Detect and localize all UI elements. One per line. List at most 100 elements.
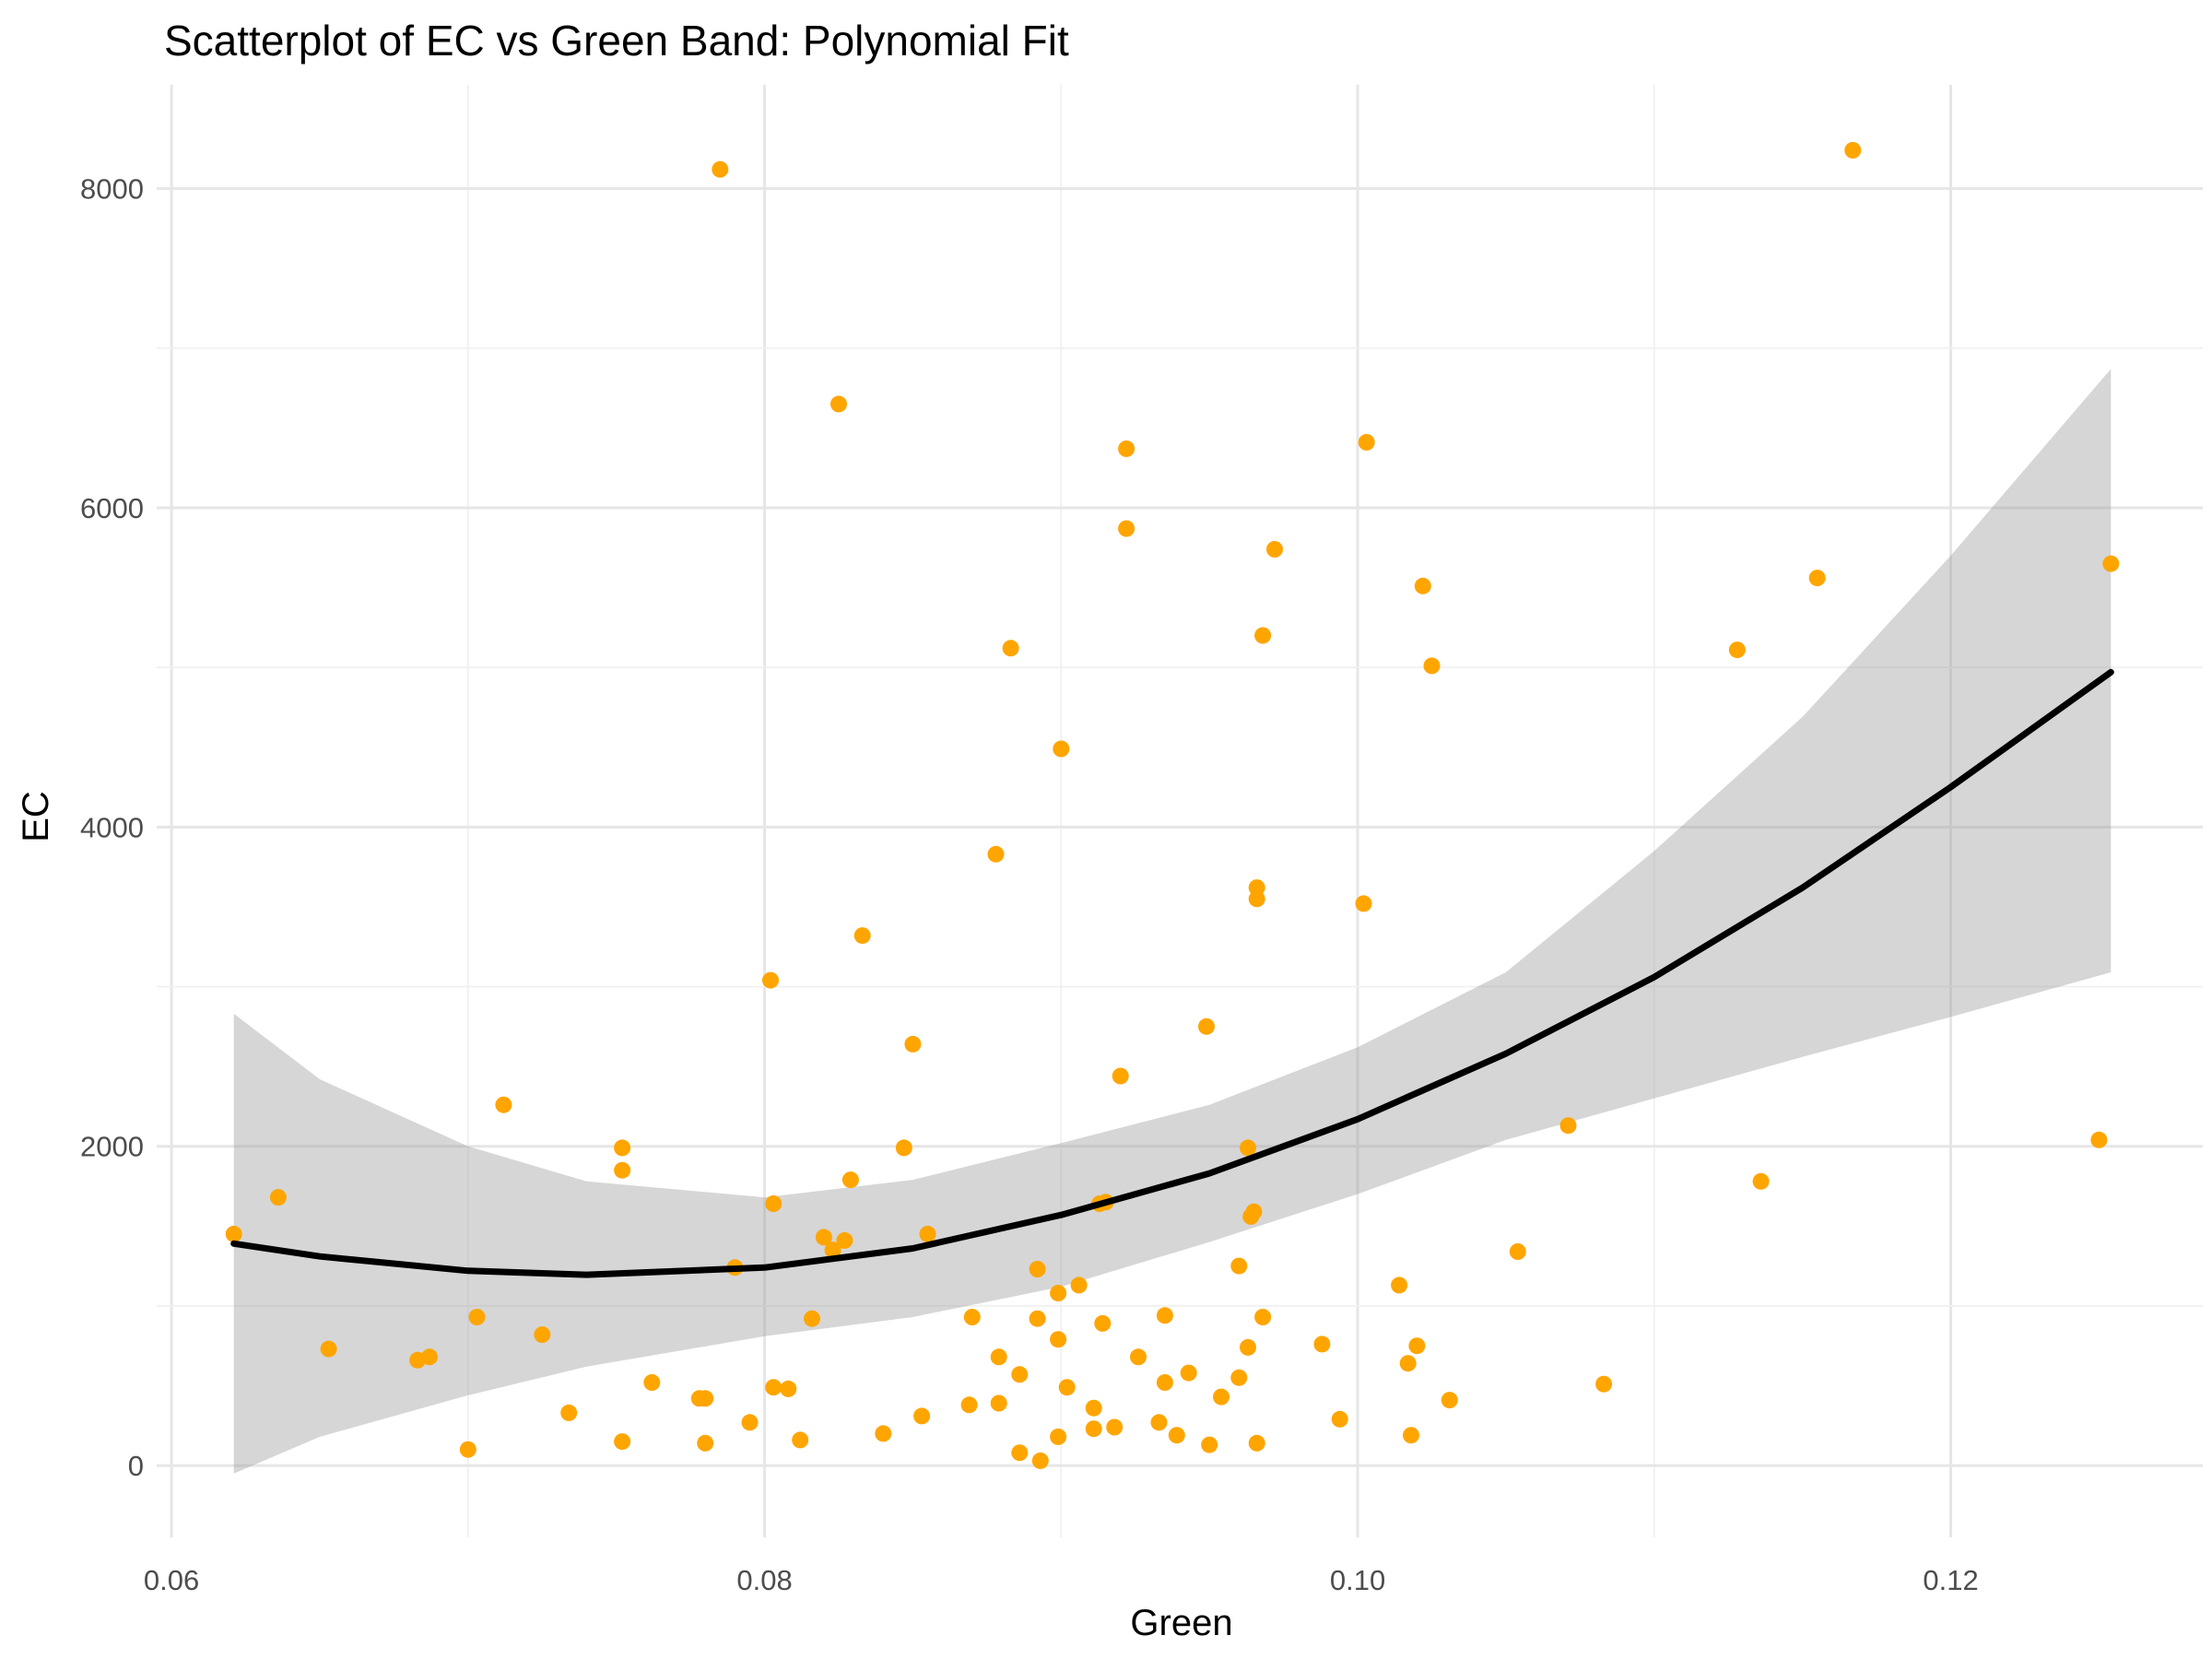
data-point: [765, 1195, 782, 1212]
data-point: [1118, 520, 1135, 537]
y-tick-label: 2000: [80, 1131, 144, 1163]
data-point: [697, 1434, 714, 1452]
data-point: [1403, 1427, 1419, 1444]
data-point: [1156, 1307, 1173, 1324]
data-point: [614, 1433, 631, 1451]
data-point: [836, 1231, 853, 1249]
data-point: [913, 1407, 931, 1425]
data-point: [2090, 1131, 2108, 1148]
y-axis-title: EC: [16, 791, 56, 842]
data-point: [1414, 577, 1431, 594]
data-point: [1002, 640, 1019, 657]
data-point: [1358, 433, 1375, 451]
data-point: [1248, 890, 1265, 908]
data-point: [1029, 1310, 1046, 1327]
data-point: [1112, 1067, 1129, 1085]
fit-line: [230, 668, 2114, 1278]
data-point: [1808, 570, 1826, 587]
data-point: [1245, 1203, 1263, 1220]
data-point: [895, 1139, 912, 1157]
data-point: [697, 1390, 714, 1407]
data-point: [1156, 1374, 1173, 1391]
data-point: [1355, 895, 1372, 912]
data-point: [741, 1414, 759, 1431]
data-point: [468, 1309, 486, 1325]
fit-line-layer: [230, 668, 2114, 1278]
data-point: [780, 1380, 797, 1397]
data-point: [1213, 1388, 1230, 1406]
data-point: [1085, 1420, 1102, 1438]
y-tick-label: 0: [128, 1450, 144, 1482]
data-point: [1058, 1379, 1076, 1396]
data-point: [875, 1425, 892, 1442]
y-tick-labels: 0 2000 4000 6000 8000: [80, 173, 144, 1482]
data-point: [804, 1310, 820, 1327]
data-point: [320, 1340, 337, 1358]
data-point: [1423, 657, 1441, 675]
data-point: [1053, 740, 1070, 758]
data-point: [830, 395, 847, 413]
plot-grid: [157, 85, 2203, 1537]
data-point: [1118, 440, 1135, 457]
y-tick-label: 8000: [80, 173, 144, 206]
x-tick-label: 0.06: [144, 1564, 199, 1596]
data-point: [225, 1225, 242, 1242]
data-point: [1752, 1172, 1770, 1190]
y-tick-label: 4000: [80, 811, 144, 843]
data-point: [1150, 1414, 1168, 1431]
data-point: [1050, 1331, 1067, 1348]
data-point: [1085, 1399, 1102, 1417]
data-point: [1094, 1314, 1112, 1332]
data-point: [2102, 555, 2120, 572]
data-point: [963, 1309, 981, 1325]
data-point: [1240, 1139, 1256, 1157]
data-point: [1230, 1257, 1248, 1275]
data-point: [1230, 1369, 1248, 1386]
data-point: [1331, 1410, 1348, 1428]
data-point: [1029, 1261, 1046, 1277]
data-point: [459, 1441, 477, 1458]
data-point: [1011, 1366, 1029, 1383]
x-tick-labels: 0.06 0.08 0.10 0.12: [144, 1564, 1979, 1596]
data-point: [1050, 1428, 1067, 1445]
data-point: [765, 1379, 782, 1396]
data-point: [919, 1225, 936, 1242]
data-point: [1031, 1452, 1049, 1469]
data-point: [421, 1348, 438, 1366]
data-point: [1130, 1348, 1147, 1366]
data-point: [1198, 1018, 1215, 1035]
data-point: [614, 1139, 631, 1157]
data-point: [792, 1431, 809, 1449]
data-point: [1509, 1243, 1526, 1260]
y-tick-label: 6000: [80, 492, 144, 524]
data-point: [1391, 1277, 1408, 1294]
data-point: [1180, 1364, 1197, 1382]
data-point: [534, 1326, 551, 1344]
data-point: [1201, 1436, 1218, 1453]
data-point: [1728, 641, 1746, 659]
data-point: [1595, 1375, 1613, 1393]
x-axis-title: Green: [1130, 1603, 1232, 1643]
data-point: [1844, 142, 1862, 159]
data-point: [614, 1161, 631, 1179]
data-point: [762, 971, 779, 989]
data-point: [841, 1171, 859, 1189]
data-point: [1070, 1277, 1088, 1294]
data-point: [1313, 1335, 1331, 1353]
data-point: [1254, 627, 1272, 644]
data-point: [815, 1229, 832, 1246]
data-point: [1011, 1444, 1029, 1462]
data-point: [1254, 1309, 1272, 1325]
data-point: [990, 1394, 1007, 1412]
data-point: [1399, 1355, 1417, 1372]
data-point: [1441, 1392, 1458, 1409]
data-point: [1559, 1117, 1577, 1135]
confidence-band: [233, 369, 2112, 1474]
x-tick-label: 0.08: [736, 1564, 792, 1596]
data-point: [960, 1396, 978, 1414]
data-points-layer: [225, 142, 2120, 1469]
data-point: [853, 927, 871, 945]
data-point: [712, 160, 729, 178]
data-point: [1248, 1434, 1265, 1452]
